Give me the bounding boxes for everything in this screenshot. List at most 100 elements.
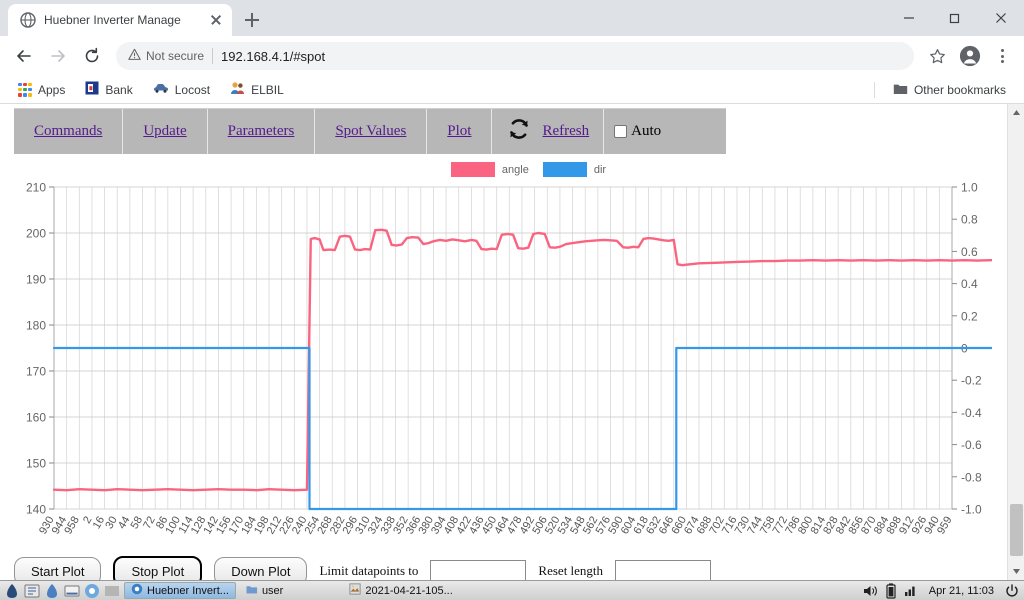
chart-canvas[interactable]: 140 150 160 170 180 190 200 210 -1.0 -0.8 -0.6 -0.4… bbox=[14, 179, 992, 549]
svg-text:0.2: 0.2 bbox=[961, 309, 978, 323]
svg-text:16: 16 bbox=[91, 515, 108, 532]
scroll-up-arrow-icon[interactable] bbox=[1008, 104, 1024, 121]
nav-link-plot[interactable]: Plot bbox=[447, 123, 472, 139]
forward-arrow-icon[interactable] bbox=[42, 40, 74, 72]
nav-cell-refresh[interactable]: Refresh bbox=[492, 109, 605, 154]
power-icon[interactable] bbox=[1004, 583, 1020, 599]
reset-length-label: Reset length bbox=[538, 563, 604, 578]
legend-label-dir: dir bbox=[593, 163, 607, 176]
svg-text:210: 210 bbox=[26, 181, 46, 195]
svg-text:58: 58 bbox=[129, 515, 146, 532]
menu-launcher-icon[interactable] bbox=[4, 583, 20, 599]
svg-text:1.0: 1.0 bbox=[961, 181, 978, 195]
file-manager-icon[interactable] bbox=[24, 583, 40, 599]
plot-chart[interactable]: 140 150 160 170 180 190 200 210 -1.0 -0.8 -0.6 -0.4… bbox=[14, 179, 992, 549]
terminal-icon[interactable] bbox=[64, 583, 80, 599]
other-bookmarks-label: Other bookmarks bbox=[913, 82, 1006, 97]
browser-launcher-icon[interactable] bbox=[44, 583, 60, 599]
nav-link-commands[interactable]: Commands bbox=[34, 123, 103, 139]
star-icon[interactable] bbox=[922, 42, 952, 70]
legend-item-dir[interactable]: dir bbox=[542, 162, 607, 177]
taskbar-task-browser[interactable]: Huebner Invert... bbox=[124, 582, 236, 599]
refresh-link[interactable]: Refresh bbox=[542, 123, 590, 139]
legend-item-angle[interactable]: angle bbox=[450, 162, 529, 177]
svg-text:190: 190 bbox=[26, 273, 46, 287]
scroll-down-arrow-icon[interactable] bbox=[1008, 563, 1024, 580]
people-icon bbox=[230, 81, 245, 98]
refresh-cycle-icon[interactable] bbox=[506, 116, 532, 147]
bookmark-label: Bank bbox=[105, 82, 133, 97]
svg-text:0.6: 0.6 bbox=[961, 245, 978, 259]
svg-text:-1.0: -1.0 bbox=[961, 503, 982, 517]
chrome-launcher-icon[interactable] bbox=[84, 583, 100, 599]
car-icon bbox=[153, 82, 169, 97]
placeholder-icon[interactable] bbox=[104, 583, 120, 599]
folder-icon bbox=[246, 584, 258, 598]
chart-legend: angle dir bbox=[0, 162, 1007, 177]
close-icon[interactable] bbox=[208, 12, 224, 28]
taskbar-task-image[interactable]: 2021-04-21-105... bbox=[343, 582, 458, 599]
browser-tab[interactable]: Huebner Inverter Manage bbox=[8, 4, 232, 36]
nav-cell-spot-values[interactable]: Spot Values bbox=[315, 109, 428, 154]
nav-cell-auto[interactable]: Auto bbox=[604, 109, 671, 154]
app-nav-bar: Commands Update Parameters Spot Values P… bbox=[14, 108, 726, 154]
start-plot-button[interactable]: Start Plot bbox=[14, 556, 102, 580]
svg-text:-0.4: -0.4 bbox=[961, 406, 982, 420]
kebab-menu-icon[interactable] bbox=[988, 40, 1016, 72]
tab-title: Huebner Inverter Manage bbox=[44, 13, 181, 27]
nav-link-spot-values[interactable]: Spot Values bbox=[335, 123, 407, 139]
auto-checkbox[interactable] bbox=[614, 125, 628, 138]
warning-triangle-icon bbox=[128, 48, 141, 64]
web-page: Commands Update Parameters Spot Values P… bbox=[0, 104, 1007, 580]
maximize-icon[interactable] bbox=[932, 0, 978, 36]
bookmark-elbil[interactable]: ELBIL bbox=[222, 78, 292, 101]
page-viewport: Commands Update Parameters Spot Values P… bbox=[0, 104, 1024, 580]
other-bookmarks-button[interactable]: Other bookmarks bbox=[885, 79, 1014, 101]
security-label: Not secure bbox=[146, 49, 205, 63]
nav-link-update[interactable]: Update bbox=[143, 123, 187, 139]
battery-icon[interactable] bbox=[883, 582, 899, 599]
reset-length-input[interactable] bbox=[615, 560, 712, 580]
bookmark-bank[interactable]: Bank bbox=[77, 78, 140, 101]
svg-text:959: 959 bbox=[935, 515, 955, 537]
chrome-icon bbox=[131, 583, 143, 598]
legend-swatch-angle bbox=[450, 162, 495, 177]
new-tab-button[interactable] bbox=[238, 6, 266, 34]
nav-cell-plot[interactable]: Plot bbox=[427, 109, 493, 154]
folder-icon bbox=[893, 82, 908, 98]
bookmark-apps[interactable]: Apps bbox=[10, 80, 73, 100]
vertical-scrollbar[interactable] bbox=[1007, 104, 1024, 580]
svg-text:180: 180 bbox=[26, 319, 46, 333]
account-circle-icon[interactable] bbox=[954, 40, 986, 72]
bookmark-label: Locost bbox=[174, 82, 211, 97]
legend-swatch-dir bbox=[542, 162, 587, 177]
down-plot-button[interactable]: Down Plot bbox=[214, 556, 308, 580]
taskbar-task-label: 2021-04-21-105... bbox=[365, 584, 453, 597]
back-arrow-icon[interactable] bbox=[8, 40, 40, 72]
taskbar-task-user[interactable]: user bbox=[240, 582, 289, 599]
nav-cell-update[interactable]: Update bbox=[123, 109, 208, 154]
reload-icon[interactable] bbox=[76, 40, 108, 72]
svg-text:30: 30 bbox=[103, 515, 120, 532]
nav-cell-commands[interactable]: Commands bbox=[14, 109, 124, 154]
nav-cell-parameters[interactable]: Parameters bbox=[208, 109, 316, 154]
signal-bars-icon[interactable] bbox=[903, 583, 919, 599]
address-bar[interactable]: Not secure 192.168.4.1/#spot bbox=[116, 42, 914, 70]
scrollbar-thumb[interactable] bbox=[1010, 504, 1023, 556]
plot-controls: Start Plot Stop Plot Down Plot Limit dat… bbox=[14, 555, 712, 580]
volume-icon[interactable] bbox=[863, 583, 879, 599]
window-close-icon[interactable] bbox=[978, 0, 1024, 36]
system-taskbar: Huebner Invert... user 2021-04-21-105...… bbox=[0, 580, 1024, 600]
svg-text:-0.8: -0.8 bbox=[961, 470, 982, 484]
security-status[interactable]: Not secure bbox=[128, 48, 204, 64]
url-text[interactable]: 192.168.4.1/#spot bbox=[221, 48, 326, 64]
minimize-icon[interactable] bbox=[886, 0, 932, 36]
taskbar-task-label: user bbox=[261, 584, 284, 597]
taskbar-clock[interactable]: Apr 21, 11:03 bbox=[928, 584, 994, 597]
bookmark-label: ELBIL bbox=[251, 82, 284, 97]
svg-text:-0.6: -0.6 bbox=[961, 438, 982, 452]
nav-link-parameters[interactable]: Parameters bbox=[227, 123, 295, 139]
limit-datapoints-input[interactable] bbox=[430, 560, 527, 580]
stop-plot-button[interactable]: Stop Plot bbox=[113, 555, 203, 580]
bookmark-locost[interactable]: Locost bbox=[145, 79, 218, 100]
